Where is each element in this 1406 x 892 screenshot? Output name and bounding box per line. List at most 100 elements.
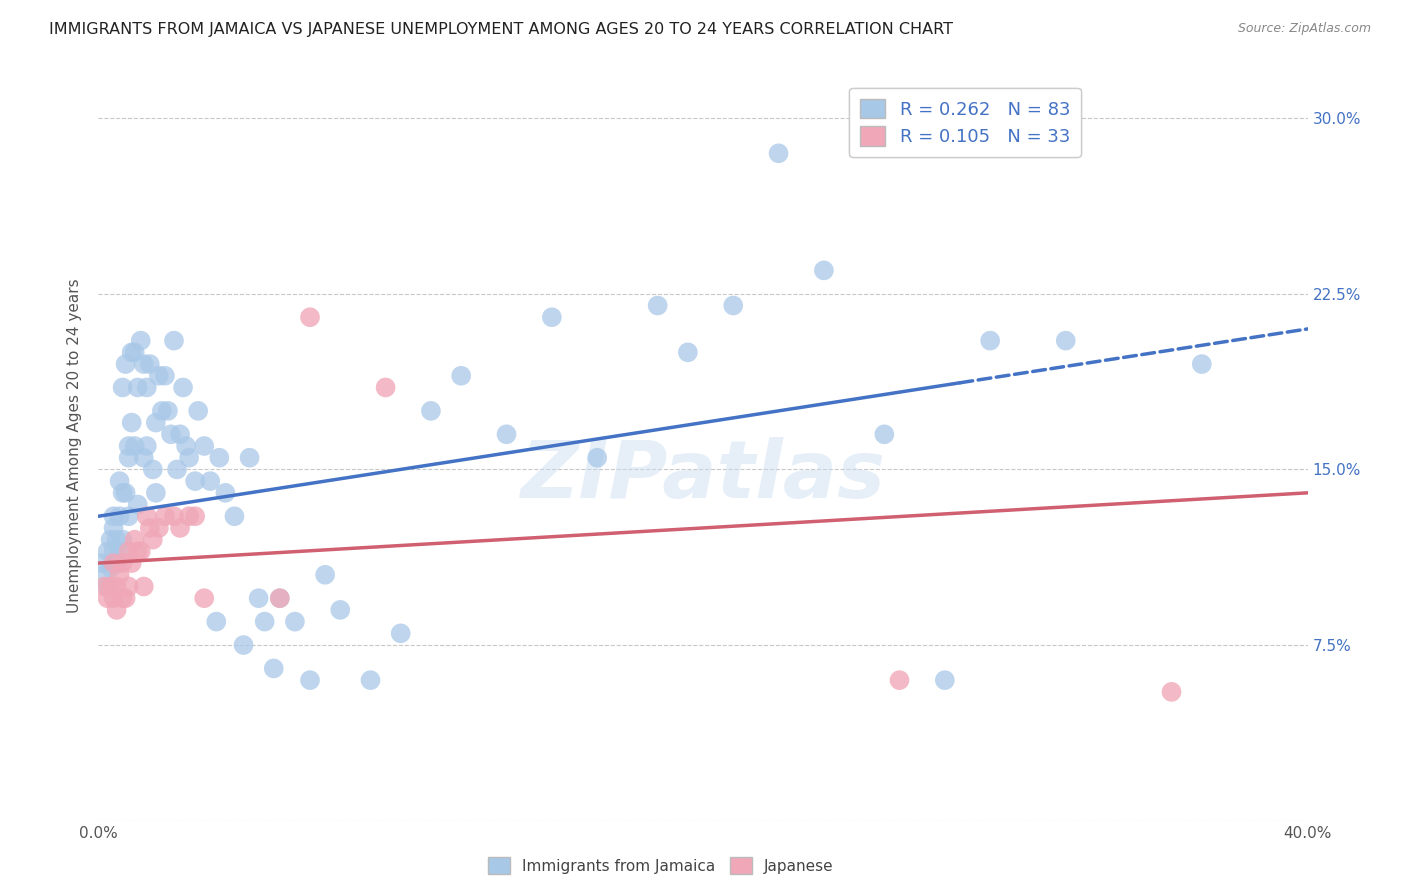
Point: [314, 567, 336, 582]
Point: [174, 439, 197, 453]
Point: [111, 591, 134, 606]
Point: [360, 673, 382, 688]
Point: [103, 521, 125, 535]
Point: [103, 591, 125, 606]
Point: [269, 591, 291, 606]
Point: [160, 427, 183, 442]
Point: [299, 673, 322, 688]
Point: [135, 439, 157, 453]
Point: [205, 615, 228, 629]
Point: [118, 580, 141, 594]
Point: [163, 509, 186, 524]
Point: [100, 580, 122, 594]
Point: [169, 521, 191, 535]
Point: [329, 603, 352, 617]
Point: [156, 404, 179, 418]
Point: [873, 427, 896, 442]
Point: [647, 298, 669, 313]
Point: [105, 533, 128, 547]
Point: [93, 567, 115, 582]
Point: [118, 450, 141, 465]
Point: [124, 533, 146, 547]
Point: [96, 591, 118, 606]
Point: [127, 498, 149, 512]
Point: [142, 462, 165, 476]
Text: IMMIGRANTS FROM JAMAICA VS JAPANESE UNEMPLOYMENT AMONG AGES 20 TO 24 YEARS CORRE: IMMIGRANTS FROM JAMAICA VS JAPANESE UNEM…: [49, 22, 953, 37]
Point: [224, 509, 246, 524]
Point: [166, 462, 188, 476]
Point: [214, 485, 236, 500]
Point: [200, 474, 222, 488]
Point: [193, 591, 215, 606]
Point: [172, 380, 194, 394]
Point: [179, 450, 201, 465]
Point: [179, 509, 201, 524]
Point: [187, 404, 209, 418]
Point: [184, 474, 207, 488]
Point: [768, 146, 790, 161]
Point: [389, 626, 412, 640]
Point: [153, 368, 176, 383]
Point: [129, 334, 152, 348]
Point: [889, 673, 911, 688]
Point: [103, 544, 125, 558]
Point: [193, 439, 215, 453]
Point: [103, 509, 125, 524]
Point: [269, 591, 291, 606]
Point: [121, 345, 143, 359]
Point: [108, 509, 131, 524]
Point: [114, 591, 136, 606]
Point: [247, 591, 270, 606]
Point: [127, 380, 149, 394]
Point: [208, 450, 231, 465]
Point: [121, 556, 143, 570]
Point: [148, 368, 170, 383]
Point: [111, 533, 134, 547]
Point: [150, 404, 173, 418]
Point: [124, 345, 146, 359]
Point: [103, 556, 125, 570]
Point: [93, 580, 115, 594]
Point: [132, 580, 155, 594]
Point: [127, 544, 149, 558]
Point: [263, 661, 285, 675]
Point: [108, 474, 131, 488]
Point: [420, 404, 443, 418]
Point: [148, 521, 170, 535]
Point: [374, 380, 396, 394]
Point: [100, 561, 122, 575]
Point: [540, 310, 562, 325]
Point: [108, 544, 131, 558]
Point: [676, 345, 699, 359]
Point: [723, 298, 745, 313]
Point: [153, 509, 176, 524]
Point: [299, 310, 322, 325]
Point: [111, 485, 134, 500]
Point: [135, 380, 157, 394]
Legend: Immigrants from Jamaica, Japanese: Immigrants from Jamaica, Japanese: [482, 851, 839, 880]
Point: [284, 615, 307, 629]
Point: [1054, 334, 1077, 348]
Point: [934, 673, 956, 688]
Point: [135, 509, 157, 524]
Point: [586, 450, 609, 465]
Point: [253, 615, 276, 629]
Point: [105, 603, 128, 617]
Point: [139, 521, 162, 535]
Point: [132, 357, 155, 371]
Point: [118, 544, 141, 558]
Text: Source: ZipAtlas.com: Source: ZipAtlas.com: [1237, 22, 1371, 36]
Point: [114, 357, 136, 371]
Point: [1160, 685, 1182, 699]
Point: [108, 567, 131, 582]
Point: [145, 416, 167, 430]
Point: [111, 380, 134, 394]
Point: [96, 580, 118, 594]
Point: [129, 544, 152, 558]
Point: [184, 509, 207, 524]
Point: [124, 439, 146, 453]
Text: ZIPatlas: ZIPatlas: [520, 437, 886, 515]
Point: [239, 450, 262, 465]
Point: [132, 450, 155, 465]
Point: [169, 427, 191, 442]
